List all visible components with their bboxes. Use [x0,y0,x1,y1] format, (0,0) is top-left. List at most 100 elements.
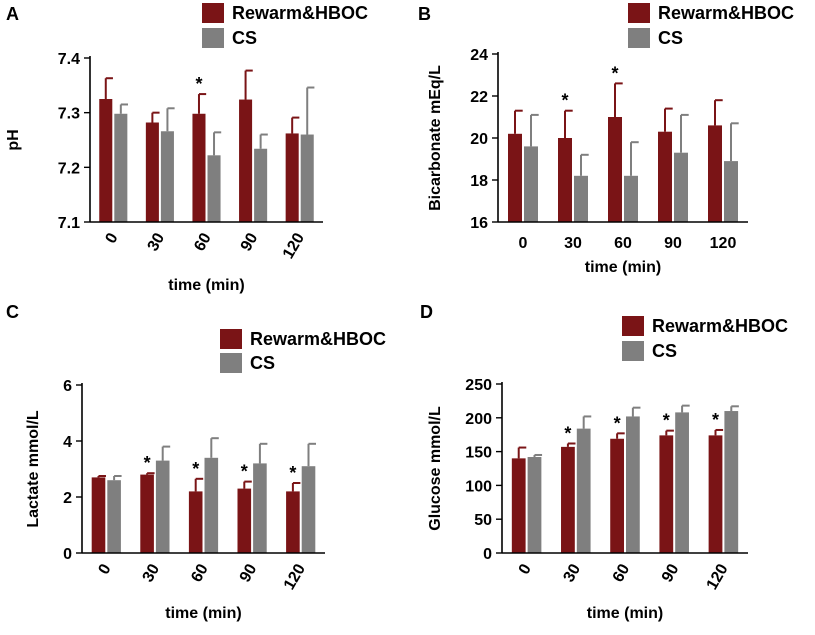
panel-letter-d: D [420,302,433,322]
bar-d-s1-0 [527,457,542,553]
y-tick-label-b-22: 22 [470,89,488,106]
bar-a-s0-60 [192,113,206,222]
bar-d-s0-30 [561,446,575,553]
bar-c-s1-30 [155,460,170,553]
bar-c-s0-120 [286,491,300,553]
significance-star-d-120: * [712,410,719,430]
y-tick-label-c-6: 6 [63,378,72,395]
x-tick-label-d-90: 90 [659,561,683,585]
legend-swatch-d-1 [622,341,644,361]
bar-c-s1-120 [301,466,316,553]
y-tick-label-a-7.2: 7.2 [58,160,80,177]
x-tick-label-c-90: 90 [237,561,261,585]
x-tick-label-b-60: 60 [614,235,632,252]
significance-star-c-60: * [192,459,199,479]
legend-label-c-0: Rewarm&HBOC [250,329,386,349]
legend-label-b-1: CS [658,28,683,48]
bar-a-s1-0 [114,113,128,222]
y-tick-label-c-4: 4 [63,434,72,451]
panel-letter-a: A [6,4,19,24]
significance-star-c-120: * [289,463,296,483]
bar-b-s0-60 [608,117,622,222]
bar-b-s0-30 [558,138,572,222]
x-axis-title-b: time (min) [585,259,661,276]
bar-b-s1-120 [724,161,738,222]
bar-a-s1-60 [207,155,221,222]
x-tick-label-d-60: 60 [610,561,634,585]
y-tick-label-c-0: 0 [63,546,72,563]
y-tick-label-d-50: 50 [474,512,492,529]
bar-b-s1-0 [524,146,538,222]
panel-letter-c: C [6,302,19,322]
bar-d-s0-0 [511,458,526,553]
bar-a-s0-90 [239,99,253,222]
bar-a-s1-90 [254,148,268,222]
y-axis-title-c: Lactate mmol/L [25,410,42,528]
bar-b-s0-0 [508,133,522,222]
bar-c-s1-0 [107,480,121,553]
bar-b-s1-60 [624,175,638,222]
bar-d-s1-120 [724,411,739,553]
x-tick-label-a-90: 90 [238,230,262,254]
y-tick-label-b-24: 24 [470,47,488,64]
y-tick-label-d-200: 200 [465,411,492,428]
bar-c-s0-60 [188,491,203,553]
legend-swatch-d-0 [622,316,644,336]
y-axis-title-a: pH [5,129,22,150]
significance-star-d-30: * [564,423,571,443]
bar-c-s1-60 [204,457,219,553]
bar-a-s1-30 [160,131,174,222]
bar-c-s0-30 [140,474,154,553]
bar-b-s0-90 [658,131,672,222]
y-tick-label-d-250: 250 [465,377,492,394]
y-tick-label-a-7.1: 7.1 [58,215,80,232]
bar-b-s0-120 [708,125,722,222]
bar-d-s1-30 [576,428,591,553]
significance-star-c-30: * [144,453,151,473]
x-tick-label-a-60: 60 [191,230,215,254]
y-axis-title-d: Glucose mmol/L [427,406,444,531]
legend-label-c-1: CS [250,353,275,373]
x-tick-label-b-120: 120 [710,235,737,252]
y-tick-label-b-18: 18 [470,173,488,190]
legend-label-a-1: CS [232,28,257,48]
bar-a-s1-120 [300,134,314,222]
x-tick-label-b-90: 90 [664,235,682,252]
x-tick-label-b-30: 30 [564,235,582,252]
bar-d-s0-90 [659,435,674,553]
x-axis-title-d: time (min) [587,605,663,622]
legend-swatch-a-1 [202,28,224,48]
legend-swatch-c-0 [220,329,242,349]
y-tick-label-b-16: 16 [470,215,488,232]
bar-d-s1-90 [675,412,689,553]
x-tick-label-c-60: 60 [188,561,212,585]
y-tick-label-a-7.3: 7.3 [58,106,80,123]
legend-label-b-0: Rewarm&HBOC [658,3,794,23]
bar-b-s1-90 [674,152,688,222]
y-tick-label-d-150: 150 [465,445,492,462]
significance-star-b-30: * [561,91,568,111]
bar-a-s0-0 [99,99,113,222]
bar-c-s0-90 [237,488,252,553]
legend-label-d-1: CS [652,341,677,361]
y-tick-label-d-0: 0 [483,546,492,563]
significance-star-b-60: * [611,63,618,83]
x-tick-label-b-0: 0 [519,235,528,252]
bar-d-s0-60 [610,438,624,553]
bar-a-s0-30 [145,122,159,222]
y-tick-label-d-100: 100 [465,478,492,495]
y-tick-label-b-20: 20 [470,131,488,148]
bar-d-s0-120 [708,435,723,553]
legend-swatch-a-0 [202,3,224,23]
bar-a-s0-120 [285,133,299,222]
bar-c-s1-90 [253,463,267,553]
x-tick-label-d-30: 30 [560,561,584,585]
significance-star-a-60: * [195,74,202,94]
bar-b-s1-30 [574,175,588,222]
y-tick-label-c-2: 2 [63,490,72,507]
panel-letter-b: B [418,4,431,24]
bar-d-s1-60 [626,416,640,553]
bar-c-s0-0 [91,477,106,553]
legend-label-a-0: Rewarm&HBOC [232,3,368,23]
